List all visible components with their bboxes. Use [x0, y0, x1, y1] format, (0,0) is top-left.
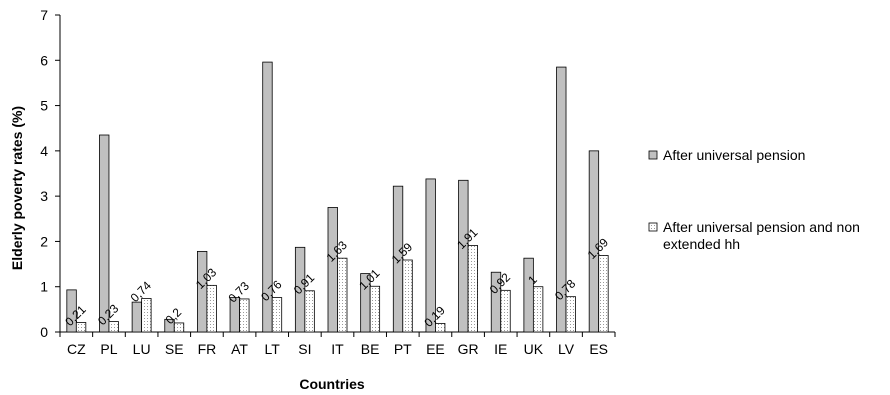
- y-tick-label: 7: [40, 7, 48, 23]
- x-tick-label: LU: [133, 341, 151, 357]
- x-tick-label: AT: [231, 341, 248, 357]
- bar-universal-pension-non-extended: [435, 322, 446, 333]
- bar-universal-pension-non-extended: [598, 255, 609, 333]
- x-tick-label: EE: [426, 341, 445, 357]
- x-tick-label: SI: [298, 341, 311, 357]
- bar-universal-pension: [425, 178, 436, 333]
- bar-universal-pension-non-extended: [402, 259, 413, 333]
- x-tick-label: IE: [494, 341, 507, 357]
- bar-universal-pension: [556, 66, 567, 333]
- y-axis-title: Elderly poverty rates (%): [9, 106, 25, 270]
- bar-universal-pension-non-extended: [337, 257, 348, 333]
- bar-universal-pension-non-extended: [271, 297, 283, 333]
- y-tick-label: 6: [40, 52, 48, 68]
- x-tick-label: PL: [100, 341, 117, 357]
- x-tick-label: FR: [198, 341, 217, 357]
- legend-swatch-universal-pension: [648, 150, 658, 160]
- bar-universal-pension-non-extended: [500, 289, 511, 333]
- bar-universal-pension: [262, 61, 273, 333]
- x-tick-label: LT: [265, 341, 281, 357]
- bar-universal-pension: [294, 246, 306, 333]
- bar-universal-pension-non-extended: [239, 298, 250, 333]
- bar-universal-pension-non-extended: [304, 290, 315, 333]
- bar-universal-pension-non-extended: [141, 298, 152, 333]
- legend-label-non-extended-line2: extended hh: [663, 236, 740, 252]
- bar-universal-pension: [66, 289, 77, 333]
- bar-universal-pension: [523, 257, 534, 333]
- x-tick-label: IT: [331, 341, 344, 357]
- x-tick-label: BE: [361, 341, 380, 357]
- y-tick-label: 4: [40, 143, 48, 159]
- plot-area: 012345670,21CZ0,23PL0,74LU0,2SE1,03FR0,7…: [40, 7, 616, 357]
- x-axis-title: Countries: [299, 376, 365, 392]
- bar-universal-pension-non-extended: [369, 285, 381, 333]
- x-tick-label: CZ: [67, 341, 86, 357]
- bar-universal-pension: [131, 301, 143, 333]
- legend-label-universal-pension: After universal pension: [663, 147, 805, 163]
- legend: After universal pension After universal p…: [648, 147, 860, 252]
- x-tick-label: PT: [394, 341, 412, 357]
- bar-universal-pension-non-extended: [173, 322, 185, 333]
- y-tick-label: 1: [40, 279, 48, 295]
- x-tick-label: ES: [589, 341, 608, 357]
- bar-universal-pension: [99, 134, 110, 333]
- bar-universal-pension-non-extended: [108, 321, 119, 333]
- bar-universal-pension: [327, 207, 338, 333]
- bar-universal-pension-non-extended: [532, 286, 544, 333]
- x-tick-label: UK: [524, 341, 544, 357]
- bar-universal-pension: [392, 185, 404, 333]
- y-tick-label: 5: [40, 98, 48, 114]
- bar-universal-pension: [588, 150, 600, 333]
- x-tick-label: SE: [165, 341, 184, 357]
- x-tick-label: LV: [558, 341, 575, 357]
- x-tick-label: GR: [458, 341, 479, 357]
- legend-swatch-non-extended: [648, 222, 658, 232]
- y-tick-label: 2: [40, 233, 48, 249]
- legend-label-non-extended: After universal pension and non: [663, 219, 860, 235]
- bar-universal-pension-non-extended: [565, 296, 576, 333]
- bar-universal-pension-non-extended: [75, 322, 87, 333]
- y-tick-label: 0: [40, 324, 48, 340]
- bar-universal-pension-non-extended: [467, 245, 478, 333]
- y-tick-label: 3: [40, 188, 48, 204]
- bar-universal-pension: [458, 179, 469, 333]
- bar-universal-pension-non-extended: [206, 284, 217, 333]
